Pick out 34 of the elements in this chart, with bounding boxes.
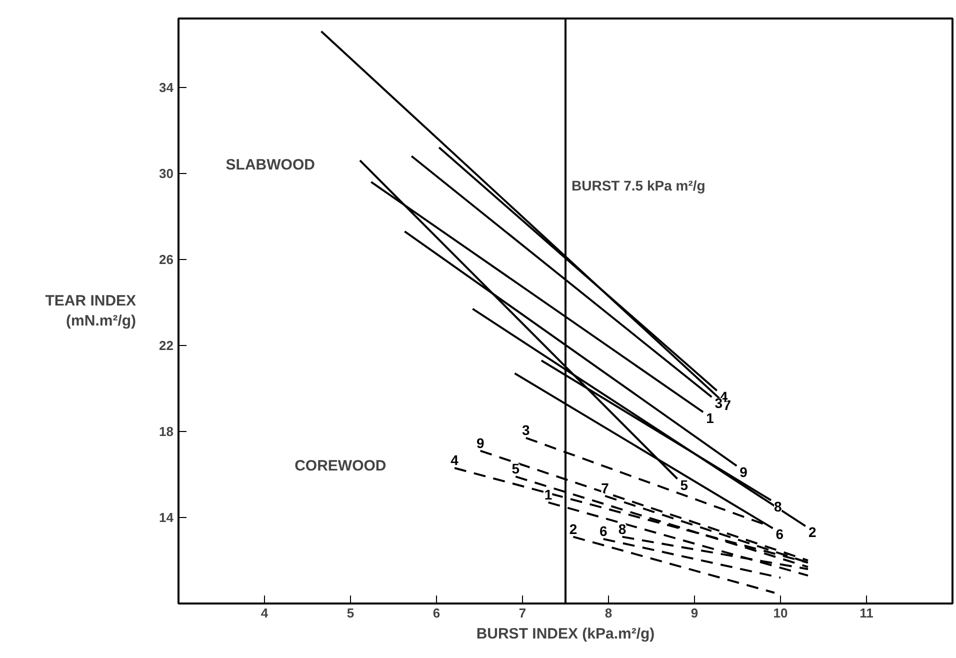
series-label: 2 [569, 520, 578, 537]
series-label: 1 [706, 410, 714, 426]
x-axis-title: BURST INDEX (kPa.m²/g) [476, 626, 655, 642]
x-tick-label: 8 [604, 606, 612, 620]
y-tick-label: 30 [159, 166, 174, 181]
series-label: 2 [808, 524, 816, 540]
y-tick-label: 34 [159, 80, 174, 95]
series-label: 8 [774, 498, 782, 514]
series-label: 8 [618, 520, 626, 537]
series-label: 4 [450, 452, 459, 468]
series-label: 6 [776, 526, 784, 542]
series-label: 3 [522, 422, 530, 438]
x-tick-label: 5 [346, 606, 354, 620]
x-tick-label: 11 [860, 606, 874, 620]
x-tick-label: 4 [260, 606, 269, 620]
x-tick-label: 7 [518, 606, 526, 620]
x-tick-label: 9 [690, 606, 698, 620]
annotation: COREWOOD [294, 457, 386, 474]
x-tick-label: 10 [773, 606, 788, 620]
y-tick-label: 18 [159, 424, 174, 439]
y-tick-label: 22 [159, 338, 174, 353]
y-tick-label: 14 [159, 510, 174, 525]
series-label: 7 [601, 480, 610, 496]
series-label: 5 [680, 476, 688, 493]
series-label: 1 [544, 486, 552, 502]
ref-line-label: BURST 7.5 kPa m²/g [572, 178, 706, 194]
y-tick-label: 26 [159, 252, 174, 267]
annotation: SLABWOOD [226, 156, 316, 174]
x-tick-label: 6 [432, 606, 440, 620]
series-label: 6 [599, 522, 608, 539]
y-axis-title: TEAR INDEX (mN.m²/g) [45, 292, 136, 330]
series-label: 9 [476, 434, 484, 451]
series-label: 9 [740, 464, 748, 480]
series-label: 5 [512, 460, 520, 477]
